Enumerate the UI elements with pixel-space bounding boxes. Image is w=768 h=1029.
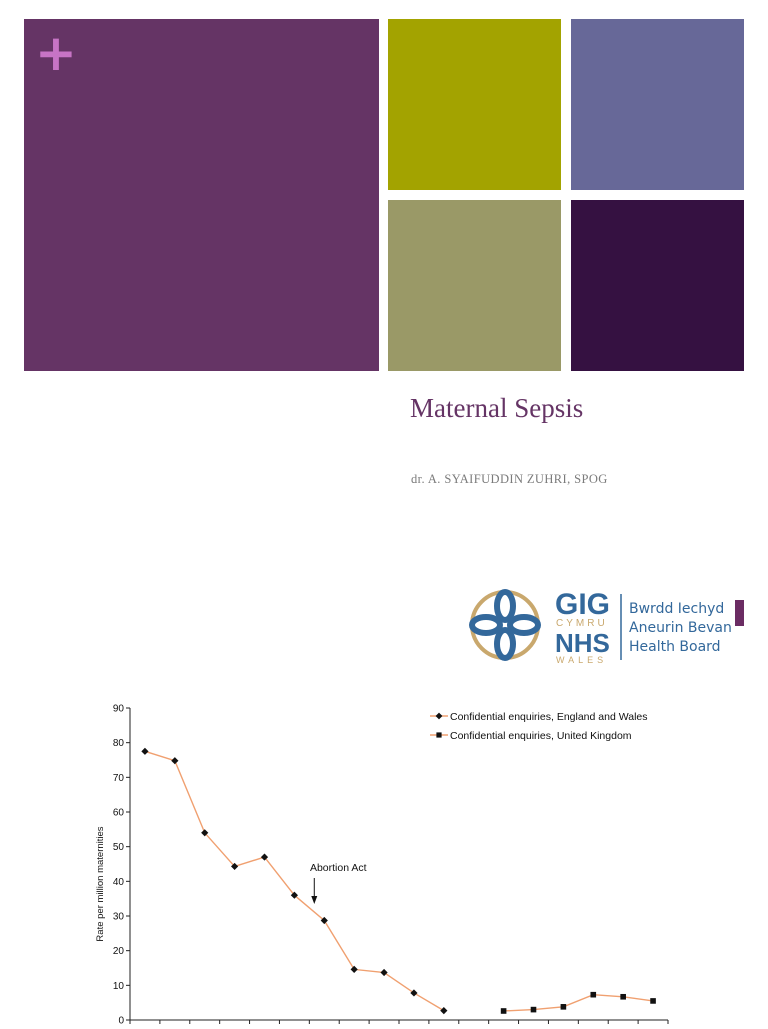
y-tick-label: 10 <box>113 981 125 992</box>
y-tick-label: 70 <box>113 773 125 784</box>
plus-icon: + <box>35 24 77 82</box>
data-point <box>440 1007 448 1015</box>
maternal-mortality-chart: 0 10 20 30 40 50 60 70 80 90 Rate per million mate… <box>0 690 768 1027</box>
y-tick-label: 0 <box>118 1016 124 1025</box>
data-point <box>500 1008 507 1014</box>
data-point <box>380 968 388 977</box>
data-point <box>171 757 179 765</box>
logo-board-line-2: Aneurin Bevan <box>629 620 732 636</box>
chart-svg: 0 10 20 30 40 50 60 70 80 90 Rate per million mate… <box>95 704 669 1027</box>
nhs-wales-logo: GIG CYMRU NHS WALES Bwrdd Iechyd Aneurin… <box>465 580 740 670</box>
legend-label: Confidential enquiries, United Kingdom <box>450 730 632 742</box>
y-tick-label: 60 <box>113 808 125 819</box>
series-line-1 <box>144 750 445 1012</box>
y-tick-label: 30 <box>113 912 125 923</box>
y-tick-label: 20 <box>113 946 125 957</box>
annotation-arrowhead <box>311 896 318 904</box>
blue-color-tile <box>571 19 744 190</box>
sage-color-tile <box>388 200 561 371</box>
logo-accent-bar <box>735 600 744 626</box>
dark-color-tile <box>571 200 744 371</box>
main-color-tile <box>24 19 379 371</box>
annotation-label: Abortion Act <box>310 862 367 874</box>
y-axis-label: Rate per million maternities <box>95 826 106 941</box>
data-point <box>350 965 358 973</box>
celtic-knot-icon: GIG CYMRU NHS WALES Bwrdd Iechyd Aneurin… <box>469 588 732 665</box>
logo-wales: WALES <box>556 655 607 665</box>
data-point <box>560 1004 567 1010</box>
legend-marker <box>435 712 443 720</box>
series-line-2 <box>503 993 654 1012</box>
data-point <box>650 998 656 1004</box>
logo-board-line-1: Bwrdd Iechyd <box>629 601 724 617</box>
legend-label: Confidential enquiries, England and Wale… <box>450 711 648 723</box>
y-tick-label: 90 <box>113 704 125 715</box>
logo-cymru: CYMRU <box>556 618 608 629</box>
logo-gig: GIG <box>555 588 610 621</box>
logo-board-line-3: Health Board <box>629 639 721 655</box>
slide-author: dr. A. SYAIFUDDIN ZUHRI, SPOG <box>411 472 608 486</box>
legend-marker <box>436 732 442 738</box>
y-tick-label: 50 <box>113 842 125 853</box>
y-tick-label: 40 <box>113 877 125 888</box>
data-point <box>590 991 597 998</box>
olive-color-tile <box>388 19 561 190</box>
data-point <box>201 829 209 837</box>
logo-nhs: NHS <box>555 628 610 658</box>
data-point <box>141 747 149 755</box>
data-point <box>530 1006 537 1013</box>
data-point <box>410 989 418 997</box>
y-tick-label: 80 <box>113 738 125 749</box>
slide-title: Maternal Sepsis <box>410 393 584 423</box>
data-point <box>620 993 626 1000</box>
